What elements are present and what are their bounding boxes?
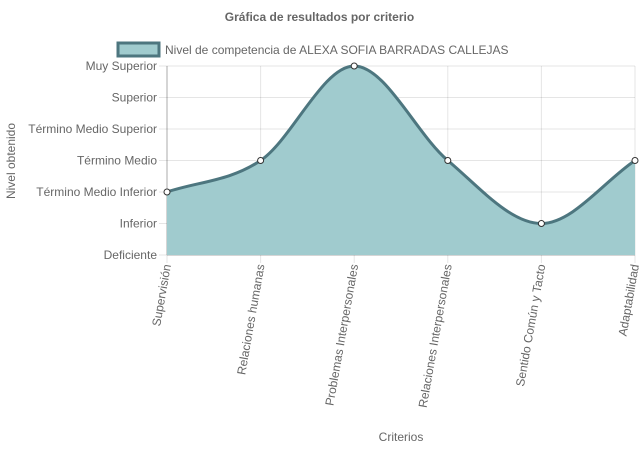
x-tick-label: Adaptabilidad	[616, 263, 639, 337]
series-fill	[167, 66, 635, 255]
y-tick-label: Inferior	[120, 217, 157, 231]
y-tick-label: Término Medio Superior	[28, 122, 157, 136]
legend-label[interactable]: Nivel de competencia de ALEXA SOFIA BARR…	[165, 43, 509, 57]
x-axis-label: Criterios	[379, 430, 424, 444]
data-point[interactable]	[537, 220, 545, 227]
chart-title: Gráfica de resultados por criterio	[225, 10, 414, 24]
x-axis: Supervisión Relaciones humanas Problemas I…	[149, 254, 639, 409]
x-tick-label: Sentido Común y Tacto	[513, 263, 548, 388]
data-point[interactable]	[350, 62, 358, 70]
y-tick-label: Deficiente	[104, 248, 158, 262]
legend-swatch[interactable]	[116, 41, 161, 58]
data-point[interactable]	[444, 157, 452, 164]
legend[interactable]: Nivel de competencia de ALEXA SOFIA BARR…	[116, 41, 509, 58]
y-tick-label: Muy Superior	[86, 59, 157, 73]
data-point[interactable]	[257, 157, 265, 164]
x-tick-label: Relaciones humanas	[234, 263, 267, 376]
y-axis: Deficiente Inferior Término Medio Inferior…	[28, 59, 168, 262]
y-tick-label: Superior	[112, 91, 157, 105]
y-tick-label: Término Medio	[77, 154, 157, 168]
x-tick-label: Problemas Interpersonales	[322, 263, 361, 407]
data-point[interactable]	[631, 157, 639, 164]
y-axis-label: Nivel obtenido	[4, 123, 18, 199]
x-tick-label: Relaciones Interpersonales	[416, 263, 455, 409]
data-points	[163, 62, 639, 227]
data-point[interactable]	[163, 188, 171, 196]
y-tick-label: Término Medio Inferior	[36, 185, 157, 199]
x-tick-label: Supervisión	[149, 263, 174, 327]
